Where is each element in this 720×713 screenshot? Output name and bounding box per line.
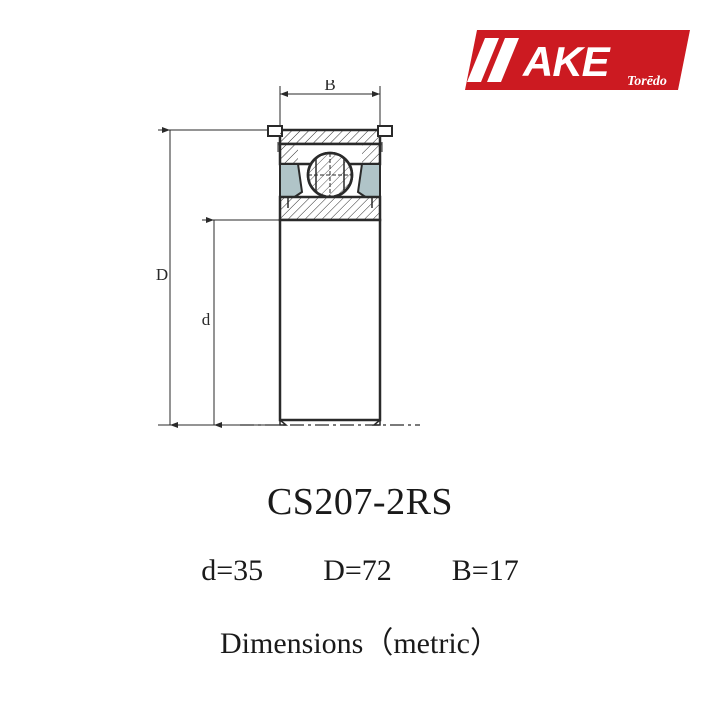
dim-d: d=35 bbox=[201, 554, 263, 588]
dim-B: B=17 bbox=[452, 554, 519, 588]
dimensions-row: d=35 D=72 B=17 bbox=[0, 554, 720, 588]
product-info: CS207-2RS d=35 D=72 B=17 Dimensions（metr… bbox=[0, 480, 720, 662]
svg-text:Torēdo: Torēdo bbox=[627, 74, 667, 89]
dimensions-footer: Dimensions（metric） bbox=[0, 618, 720, 662]
dim-label-B: B bbox=[324, 80, 335, 94]
technical-drawing: D d B bbox=[130, 80, 500, 450]
dim-label-d: d bbox=[202, 310, 211, 329]
dim-D: D=72 bbox=[323, 554, 392, 588]
svg-text:AKE: AKE bbox=[522, 38, 612, 85]
bearing-cross-section: D d B bbox=[130, 80, 500, 450]
dim-label-D: D bbox=[156, 265, 168, 284]
model-name: CS207-2RS bbox=[0, 480, 720, 524]
